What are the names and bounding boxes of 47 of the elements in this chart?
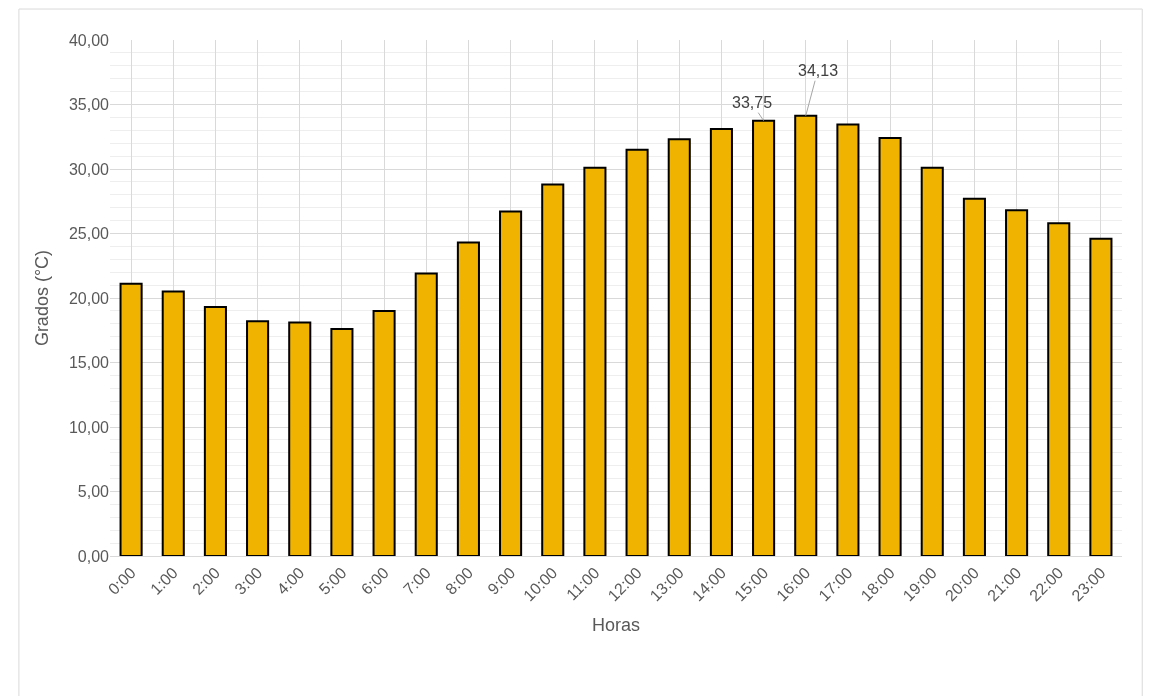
x-tick-label: 9:00 [484,563,519,598]
bar [836,123,860,556]
x-axis-title: Horas [591,615,641,636]
y-tick-label: 35,00 [68,96,110,114]
bar [1047,222,1071,556]
bar [119,282,143,556]
y-tick-label: 25,00 [68,225,110,243]
bar [667,138,691,556]
bar [794,114,818,556]
bar [1089,237,1113,556]
bar [161,290,185,556]
bar [372,309,396,556]
bar [709,128,733,556]
x-tick-label: 6:00 [357,563,392,598]
data-label: 34,13 [798,62,839,79]
bar [499,210,523,556]
y-tick-label: 10,00 [68,418,110,436]
bar [625,148,649,556]
bar [541,183,565,556]
bar [920,166,944,556]
bar [962,197,986,556]
y-tick-label: 0,00 [77,547,110,565]
x-tick-label: 8:00 [442,563,477,598]
y-tick-label: 15,00 [68,354,110,372]
x-tick-label: 1:00 [146,563,182,598]
bar [414,272,438,556]
bar [1005,209,1029,556]
x-tick-label: 4:00 [273,563,308,598]
y-tick-label: 40,00 [68,31,110,49]
bar [878,137,902,556]
x-tick-label: 2:00 [189,563,224,598]
y-axis-title: Grados (°C) [32,249,53,347]
y-tick-label: 5,00 [77,483,110,501]
y-tick-label: 30,00 [68,160,110,178]
bar [288,321,312,556]
bar [583,166,607,556]
bar [246,320,270,556]
bar [203,306,227,556]
x-tick-label: 5:00 [315,563,350,598]
bar [752,119,776,556]
bar [330,327,354,556]
data-label: 33,75 [732,94,773,111]
x-tick-label: 0:00 [104,563,139,598]
x-tick-label: 7:00 [399,563,435,598]
x-tick-label: 3:00 [231,563,266,598]
bar [456,241,480,556]
y-tick-label: 20,00 [68,289,110,307]
